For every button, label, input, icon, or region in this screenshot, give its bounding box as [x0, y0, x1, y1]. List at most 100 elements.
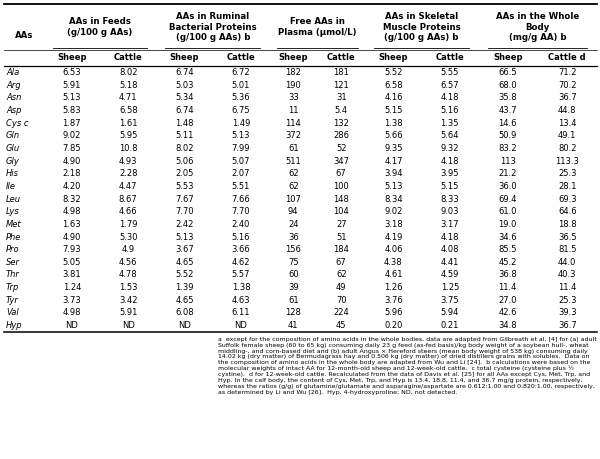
Text: 3.42: 3.42 [119, 296, 137, 305]
Text: 25.3: 25.3 [558, 296, 577, 305]
Text: 43.7: 43.7 [499, 106, 517, 115]
Text: 5.07: 5.07 [232, 157, 250, 166]
Text: 36.0: 36.0 [499, 182, 517, 191]
Text: 13.4: 13.4 [558, 118, 577, 128]
Text: 4.19: 4.19 [384, 233, 403, 241]
Text: 34.6: 34.6 [499, 233, 517, 241]
Text: 3.81: 3.81 [62, 270, 81, 280]
Text: a  except for the composition of amino acids in the whole bodies, data are adapt: a except for the composition of amino ac… [218, 337, 597, 395]
Text: 70.2: 70.2 [558, 80, 577, 90]
Text: 3.18: 3.18 [384, 220, 403, 229]
Text: 4.38: 4.38 [384, 258, 403, 267]
Text: 3.67: 3.67 [175, 245, 194, 254]
Text: 5.18: 5.18 [119, 80, 137, 90]
Text: Trp: Trp [6, 283, 19, 292]
Text: 39: 39 [288, 283, 299, 292]
Text: 4.61: 4.61 [384, 270, 403, 280]
Text: 7.67: 7.67 [175, 195, 194, 203]
Text: 4.18: 4.18 [440, 93, 459, 102]
Text: 33: 33 [288, 93, 299, 102]
Text: Cattle: Cattle [327, 54, 356, 62]
Text: 62: 62 [288, 182, 299, 191]
Text: AAs in the Whole
Body
(mg/g AA) b: AAs in the Whole Body (mg/g AA) b [496, 12, 579, 42]
Text: 62: 62 [336, 270, 347, 280]
Text: 5.66: 5.66 [384, 131, 403, 140]
Text: 156: 156 [285, 245, 301, 254]
Text: 4.16: 4.16 [384, 93, 403, 102]
Text: 34.8: 34.8 [499, 321, 517, 330]
Text: 6.58: 6.58 [119, 106, 137, 115]
Text: 8.67: 8.67 [119, 195, 137, 203]
Text: 8.02: 8.02 [119, 68, 137, 77]
Text: 6.57: 6.57 [440, 80, 459, 90]
Text: Lys: Lys [6, 207, 20, 216]
Text: 286: 286 [333, 131, 349, 140]
Text: 5.15: 5.15 [440, 182, 459, 191]
Text: 6.74: 6.74 [175, 68, 194, 77]
Text: 3.76: 3.76 [384, 296, 403, 305]
Text: 4.9: 4.9 [122, 245, 135, 254]
Text: 67: 67 [336, 258, 347, 267]
Text: 11.4: 11.4 [558, 283, 577, 292]
Text: 42.6: 42.6 [499, 308, 517, 318]
Text: 61: 61 [288, 144, 299, 153]
Text: ND: ND [65, 321, 78, 330]
Text: 24: 24 [288, 220, 298, 229]
Text: 44.0: 44.0 [558, 258, 577, 267]
Text: 5.16: 5.16 [232, 233, 250, 241]
Text: 4.08: 4.08 [440, 245, 459, 254]
Text: 3.73: 3.73 [62, 296, 81, 305]
Text: ND: ND [235, 321, 247, 330]
Text: 21.2: 21.2 [499, 169, 517, 178]
Text: 9.03: 9.03 [440, 207, 459, 216]
Text: 0.21: 0.21 [440, 321, 459, 330]
Text: 5.51: 5.51 [232, 182, 250, 191]
Text: 132: 132 [333, 118, 349, 128]
Text: His: His [6, 169, 19, 178]
Text: 49.1: 49.1 [558, 131, 577, 140]
Text: 9.35: 9.35 [384, 144, 403, 153]
Text: 5.83: 5.83 [62, 106, 81, 115]
Text: 4.78: 4.78 [119, 270, 137, 280]
Text: 6.58: 6.58 [384, 80, 403, 90]
Text: Tyr: Tyr [6, 296, 19, 305]
Text: Arg: Arg [6, 80, 20, 90]
Text: 4.18: 4.18 [440, 157, 459, 166]
Text: 6.72: 6.72 [232, 68, 250, 77]
Text: 1.25: 1.25 [440, 283, 459, 292]
Text: 6.74: 6.74 [175, 106, 194, 115]
Text: 27.0: 27.0 [499, 296, 517, 305]
Text: 3.94: 3.94 [384, 169, 403, 178]
Text: 19.0: 19.0 [499, 220, 517, 229]
Text: 5.15: 5.15 [384, 106, 403, 115]
Text: 8.34: 8.34 [384, 195, 403, 203]
Text: Glu: Glu [6, 144, 20, 153]
Text: 4.47: 4.47 [119, 182, 137, 191]
Text: 5.53: 5.53 [175, 182, 194, 191]
Text: Hyp: Hyp [6, 321, 23, 330]
Text: 70: 70 [336, 296, 347, 305]
Text: 4.20: 4.20 [62, 182, 81, 191]
Text: Cattle d: Cattle d [548, 54, 586, 62]
Text: 4.65: 4.65 [175, 258, 194, 267]
Text: 1.39: 1.39 [175, 283, 194, 292]
Text: 6.11: 6.11 [232, 308, 250, 318]
Text: 4.59: 4.59 [440, 270, 459, 280]
Text: 148: 148 [333, 195, 349, 203]
Text: Sheep: Sheep [379, 54, 408, 62]
Text: 18.8: 18.8 [558, 220, 577, 229]
Text: 62: 62 [288, 169, 299, 178]
Text: 7.99: 7.99 [232, 144, 250, 153]
Text: 3.17: 3.17 [440, 220, 459, 229]
Text: Thr: Thr [6, 270, 20, 280]
Text: 2.40: 2.40 [232, 220, 250, 229]
Text: 31: 31 [336, 93, 347, 102]
Text: 8.02: 8.02 [175, 144, 194, 153]
Text: 1.87: 1.87 [62, 118, 81, 128]
Text: 4.90: 4.90 [62, 157, 81, 166]
Text: Cys c: Cys c [6, 118, 29, 128]
Text: 100: 100 [334, 182, 349, 191]
Text: 7.66: 7.66 [232, 195, 250, 203]
Text: 3.66: 3.66 [232, 245, 250, 254]
Text: 3.75: 3.75 [440, 296, 459, 305]
